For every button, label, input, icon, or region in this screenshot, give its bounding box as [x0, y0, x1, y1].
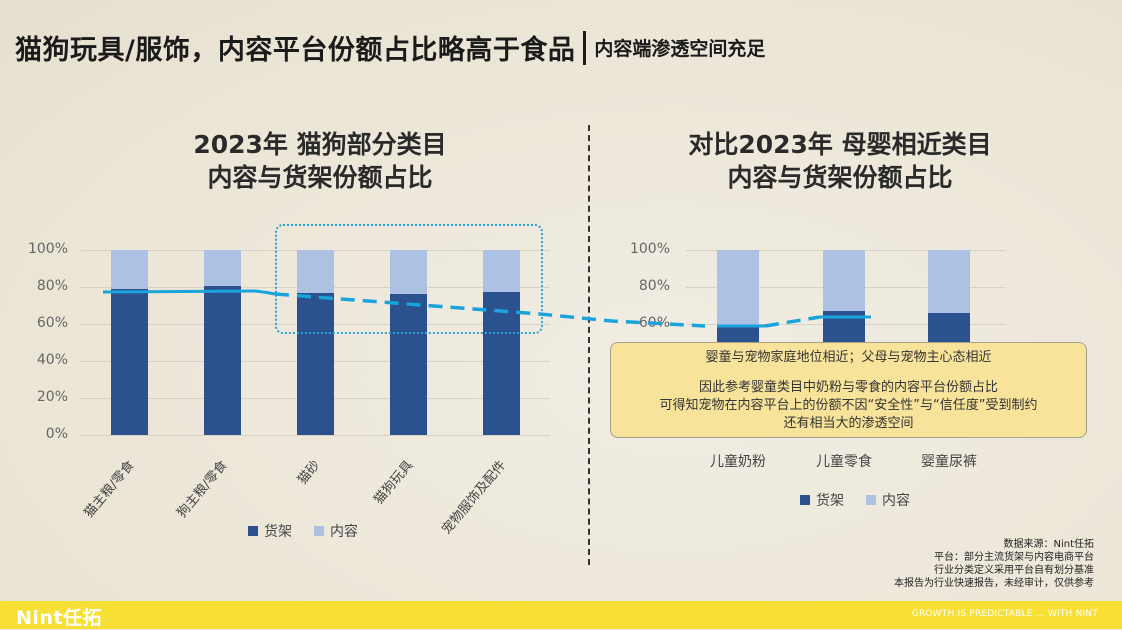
legend-swatch-shelf [800, 495, 810, 505]
legend-swatch-shelf [248, 526, 258, 536]
footer-bar: Nint任拓 GROWTH IS PREDICTABLE ... WITH NI… [0, 601, 1122, 629]
footer-slogan: GROWTH IS PREDICTABLE ... WITH NINT [911, 609, 1098, 619]
callout-line: 还有相当大的渗透空间 [783, 416, 914, 431]
x-label: 儿童零食 [816, 454, 872, 470]
bar-pet-toys [390, 250, 427, 435]
nint-logo: Nint任拓 [16, 607, 103, 629]
highlight-box [275, 224, 543, 334]
bar-content-segment [928, 250, 970, 313]
bar-content-segment [717, 250, 759, 326]
bar-content-segment [297, 250, 334, 293]
callout-line: 因此参考婴童类目中奶粉与零食的内容平台份额占比 [698, 380, 998, 395]
source-line: 数据来源：Nint任拓 [1003, 539, 1094, 550]
right-chart-title-line1: 对比2023年 母婴相近类目 [688, 130, 992, 159]
bar-content-segment [111, 250, 148, 289]
legend-label-shelf: 货架 [264, 524, 292, 540]
bar-shelf-segment [297, 292, 334, 435]
y-tick: 80% [36, 278, 68, 294]
bar-infant-formula [717, 250, 759, 343]
right-chart-title-line2: 内容与货架份额占比 [727, 163, 953, 192]
bar-diapers [928, 250, 970, 343]
title-subtitle: 内容端渗透空间充足 [594, 38, 766, 60]
y-tick: 80% [638, 278, 670, 294]
bar-cat-litter [297, 250, 334, 435]
bar-content-segment [823, 250, 865, 311]
right-chart-title: 对比2023年 母婴相近类目 内容与货架份额占比 [660, 128, 1020, 194]
left-chart-title-line1: 2023年 猫狗部分类目 [193, 130, 447, 159]
bar-shelf-segment [928, 312, 970, 343]
y-tick: 40% [36, 352, 68, 368]
x-label: 婴童尿裤 [921, 454, 977, 470]
y-tick: 100% [629, 241, 670, 257]
bar-cat-food [111, 250, 148, 435]
callout-line: 可得知宠物在内容平台上的份额不因“安全性”与“信任度”受到制约 [659, 398, 1038, 413]
page-title: 猫狗玩具/服饰，内容平台份额占比略高于食品 内容端渗透空间充足 [15, 28, 765, 67]
y-tick: 20% [36, 389, 68, 405]
legend-label-content: 内容 [882, 493, 910, 509]
title-separator [583, 30, 587, 65]
bar-shelf-segment [390, 293, 427, 435]
bar-dog-food [204, 250, 241, 435]
bar-shelf-segment [717, 325, 759, 343]
left-chart-title: 2023年 猫狗部分类目 内容与货架份额占比 [150, 128, 490, 194]
legend-label-shelf: 货架 [816, 493, 844, 509]
right-chart-legend: 货架 内容 [800, 490, 910, 510]
left-chart-title-line2: 内容与货架份额占比 [207, 163, 433, 192]
title-main: 猫狗玩具/服饰，内容平台份额占比略高于食品 [15, 35, 576, 66]
bar-pet-apparel [483, 250, 520, 435]
gridline [80, 435, 550, 436]
section-divider [588, 125, 590, 565]
source-line: 平台：部分主流货架与内容电商平台 [934, 552, 1094, 563]
bar-content-segment [204, 250, 241, 287]
bar-content-segment [483, 250, 520, 292]
y-tick: 0% [45, 426, 68, 442]
legend-swatch-content [866, 495, 876, 505]
bar-shelf-segment [483, 291, 520, 435]
source-note: 数据来源：Nint任拓 平台：部分主流货架与内容电商平台 行业分类定义采用平台自… [894, 538, 1094, 590]
legend-label-content: 内容 [330, 524, 358, 540]
y-tick: 60% [36, 315, 68, 331]
bar-shelf-segment [111, 288, 148, 435]
y-tick: 100% [27, 241, 68, 257]
x-label: 儿童奶粉 [710, 454, 766, 470]
source-line: 行业分类定义采用平台自有划分基准 [934, 565, 1094, 576]
callout-box: 婴童与宠物家庭地位相近；父母与宠物主心态相近 因此参考婴童类目中奶粉与零食的内容… [610, 342, 1087, 438]
legend-swatch-content [314, 526, 324, 536]
bar-content-segment [390, 250, 427, 294]
source-line: 本报告为行业快速报告，未经审计，仅供参考 [894, 578, 1094, 589]
callout-line: 婴童与宠物家庭地位相近；父母与宠物主心态相近 [705, 350, 992, 365]
left-chart-legend: 货架 内容 [248, 521, 358, 541]
bar-shelf-segment [204, 286, 241, 435]
